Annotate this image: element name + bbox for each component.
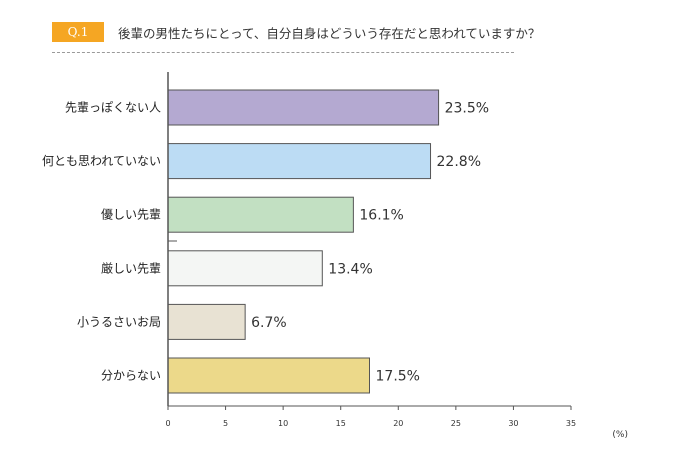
bar	[167, 143, 432, 180]
header-divider	[52, 52, 514, 53]
question-badge: Q.1	[52, 22, 104, 42]
bar	[167, 357, 370, 394]
x-tick-label: 0	[165, 419, 170, 428]
bar	[167, 89, 440, 126]
category-label: 小うるさいお局	[77, 315, 161, 329]
value-label: 16.1%	[359, 208, 403, 224]
value-label: 6.7%	[251, 315, 287, 331]
value-label: 22.8%	[437, 154, 481, 170]
value-label: 13.4%	[328, 261, 372, 277]
question-header: Q.1 後輩の男性たちにとって、自分自身はどういう存在だと思われていますか？	[52, 22, 572, 46]
category-label: 先輩っぽくない人	[65, 100, 161, 115]
x-tick-label: 25	[451, 419, 461, 428]
value-label: 23.5%	[445, 101, 489, 117]
category-label: 厳しい先輩	[101, 260, 161, 275]
x-tick-label: 15	[336, 419, 346, 428]
x-tick-label: 10	[278, 419, 288, 428]
x-tick-label: 20	[393, 419, 403, 428]
value-label: 17.5%	[376, 369, 420, 385]
bar	[167, 196, 354, 233]
bar	[167, 250, 323, 287]
x-tick-label: 30	[508, 419, 518, 428]
unit-label: (%)	[612, 430, 628, 440]
category-label: 何とも思われていない	[42, 154, 161, 168]
x-tick-label: 35	[566, 419, 576, 428]
x-tick-label: 5	[223, 419, 228, 428]
question-text: 後輩の男性たちにとって、自分自身はどういう存在だと思われていますか？	[118, 26, 541, 41]
category-label: 優しい先輩	[101, 207, 161, 222]
bar	[167, 303, 246, 340]
category-label: 分からない	[101, 369, 161, 383]
